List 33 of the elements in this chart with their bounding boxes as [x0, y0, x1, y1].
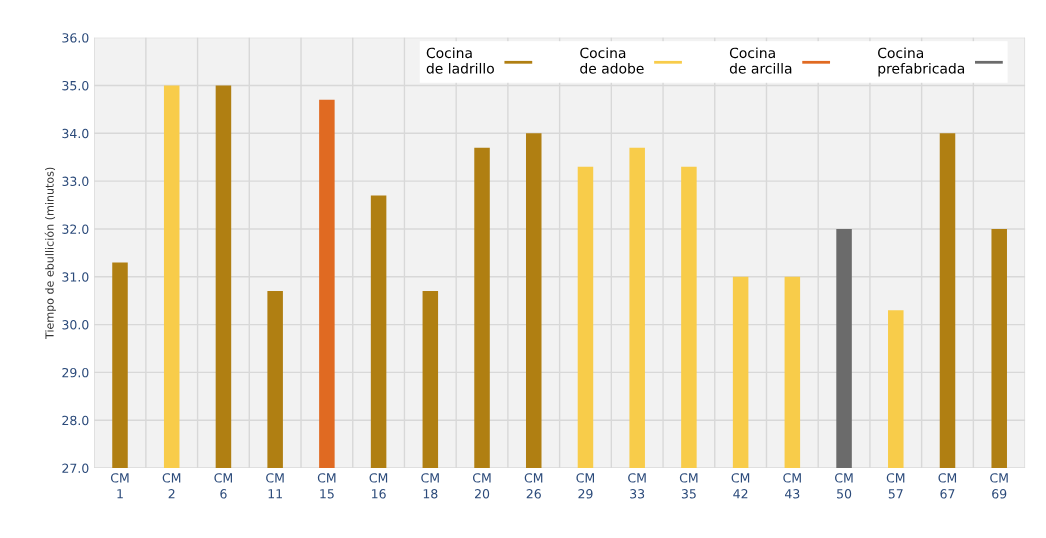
x-tick-label: CM 16	[369, 473, 388, 499]
x-tick-label: CM 57	[886, 473, 905, 499]
x-tick-label: CM 33	[628, 473, 646, 499]
x-tick-label: CM 43	[783, 473, 801, 499]
x-tick-label: CM 11	[266, 473, 284, 499]
y-tick-label: 31.0	[62, 272, 89, 282]
y-tick-label: 35.0	[62, 80, 89, 91]
x-tick-label: CM 26	[524, 473, 543, 499]
x-tick-label: CM 15	[317, 473, 336, 499]
legend-label: Cocina de adobe	[580, 47, 644, 74]
x-tick-label: CM 35	[679, 473, 698, 499]
x-tick-label: CM 1	[110, 473, 129, 499]
legend-label: Cocina de arcilla	[729, 47, 792, 74]
y-tick-label: 27.0	[62, 463, 89, 473]
y-tick-label: 36.0	[62, 33, 89, 43]
x-tick-label: CM 69	[990, 473, 1008, 499]
x-tick-label: CM 29	[576, 473, 595, 499]
x-tick-label: CM 42	[731, 473, 750, 499]
y-tick-label: 29.0	[62, 367, 89, 378]
y-tick-label: 30.0	[62, 320, 89, 330]
x-tick-label: CM 6	[214, 473, 232, 499]
x-tick-label: CM 67	[938, 473, 957, 499]
x-tick-label: CM 50	[835, 473, 853, 499]
x-tick-label: CM 18	[421, 473, 439, 499]
y-axis-title: Tiempo de ebullición (minutos)	[44, 167, 56, 340]
y-tick-label: 32.0	[62, 224, 89, 234]
y-tick-label: 28.0	[62, 415, 89, 426]
y-tick-label: 34.0	[62, 128, 89, 139]
legend-label: Cocina de ladrillo	[426, 47, 494, 74]
x-tick-label: CM 20	[472, 473, 491, 499]
x-tick-label: CM 2	[162, 473, 181, 499]
y-tick-label: 33.0	[62, 176, 89, 187]
legend-label: Cocina prefabricada	[878, 47, 965, 77]
